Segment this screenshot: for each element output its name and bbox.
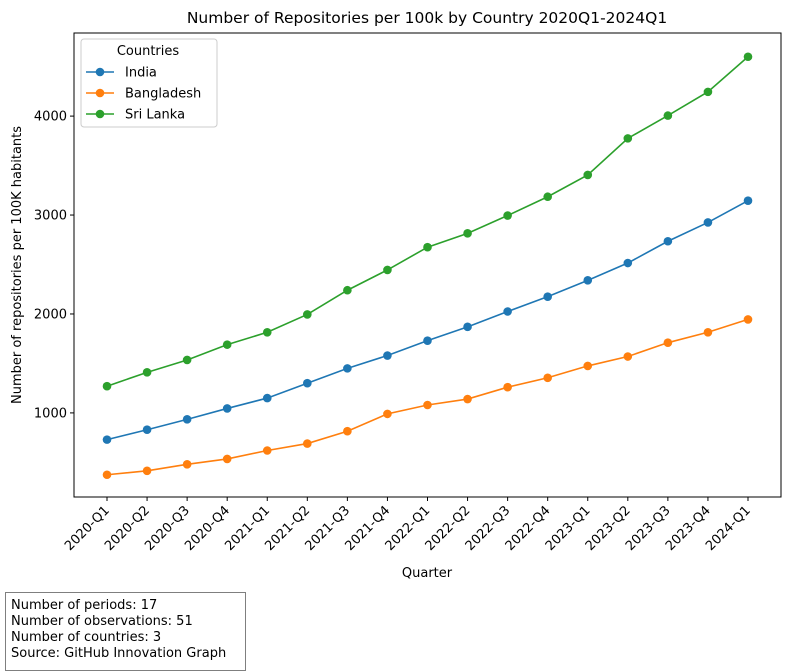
data-point-india [303,378,312,388]
data-point-india [423,336,432,345]
data-point-bangladesh [583,361,593,371]
data-point-sri-lanka [703,87,713,97]
legend-label: Sri Lanka [125,108,185,123]
data-point-sri-lanka [383,265,392,275]
data-point-bangladesh [463,394,472,404]
info-source: Source: GitHub Innovation Graph [11,646,227,661]
data-point-sri-lanka [423,242,432,252]
data-point-sri-lanka [503,211,512,220]
y-tick-label: 3000 [34,209,67,224]
legend-swatch-marker [95,88,105,98]
legend-title: Countries [117,44,180,59]
data-point-sri-lanka [623,134,633,143]
y-axis: 1000 2000 3000 4000 [34,110,74,421]
info-periods: Number of periods: 17 [11,598,158,613]
data-point-india [663,236,673,246]
data-point-india [703,218,713,227]
info-countries: Number of countries: 3 [11,630,162,645]
data-point-sri-lanka [303,310,312,319]
legend: Countries India Bangladesh Sri Lanka [80,38,218,128]
y-tick-label: 2000 [34,307,67,322]
data-point-india [583,276,593,285]
data-point-sri-lanka [583,170,593,180]
chart-title: Number of Repositories per 100k by Count… [187,9,667,27]
legend-item-bangladesh: Bangladesh [86,87,201,102]
data-point-sri-lanka [463,229,472,238]
data-point-sri-lanka [222,340,232,349]
legend-box [80,38,218,128]
data-point-bangladesh [503,382,512,392]
data-point-india [543,292,552,301]
data-point-bangladesh [182,460,192,469]
data-point-sri-lanka [142,368,152,377]
x-axis-label: Quarter [402,566,453,581]
data-point-sri-lanka [182,355,192,365]
data-point-sri-lanka [743,52,753,62]
data-point-india [182,415,192,424]
data-point-bangladesh [343,426,352,436]
data-point-bangladesh [423,400,432,410]
data-point-india [463,322,472,332]
data-point-sri-lanka [543,192,552,202]
data-point-bangladesh [743,315,753,324]
data-point-sri-lanka [343,285,352,295]
data-point-bangladesh [262,446,272,455]
data-point-india [383,351,392,360]
data-point-bangladesh [703,327,713,337]
line-chart: Number of Repositories per 100k by Count… [10,9,782,581]
info-box: Number of periods: 17 Number of observat… [5,592,246,671]
x-axis: 2020-Q12020-Q22020-Q32020-Q42021-Q12021-… [62,497,754,554]
data-point-bangladesh [623,352,633,361]
data-point-india [623,258,633,268]
data-point-bangladesh [102,470,112,480]
data-point-india [102,435,112,444]
legend-item-india: India [86,66,157,81]
data-point-bangladesh [663,338,673,347]
data-point-india [222,404,232,413]
data-point-india [262,393,272,403]
y-axis-label: Number of repositories per 100K habitant… [10,126,25,404]
data-point-bangladesh [383,409,392,419]
y-tick-label: 1000 [34,406,67,421]
data-point-bangladesh [303,439,312,448]
legend-label: Bangladesh [125,87,201,102]
data-point-bangladesh [543,373,552,383]
data-point-india [343,364,352,373]
data-point-sri-lanka [262,327,272,337]
series-layer [102,52,753,480]
legend-swatch-marker [95,109,105,119]
data-point-bangladesh [142,466,152,476]
data-point-india [142,425,152,435]
legend-swatch-marker [95,67,105,77]
data-point-sri-lanka [663,111,673,120]
y-tick-label: 4000 [34,110,67,125]
data-point-bangladesh [222,454,232,464]
legend-item-sri-lanka: Sri Lanka [86,108,185,123]
data-point-india [743,196,753,205]
data-point-india [503,307,512,316]
data-point-sri-lanka [102,381,112,391]
legend-label: India [125,66,157,81]
info-observations: Number of observations: 51 [11,614,193,629]
